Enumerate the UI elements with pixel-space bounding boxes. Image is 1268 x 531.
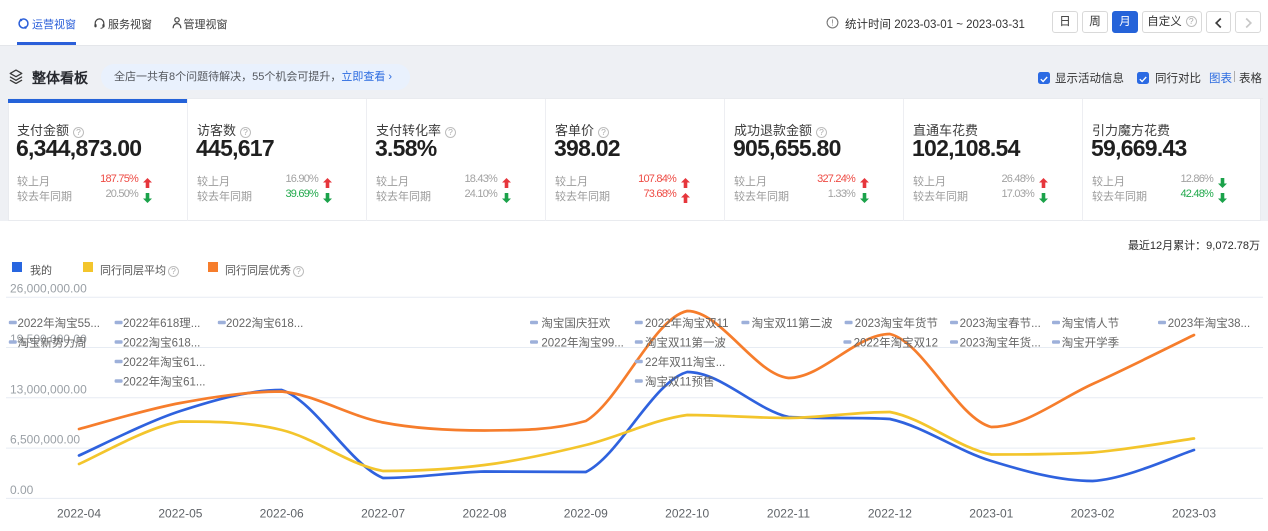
svg-text:2022-06: 2022-06 bbox=[260, 507, 304, 521]
svg-text:2022年淘宝61...: 2022年淘宝61... bbox=[123, 355, 205, 369]
svg-text:淘宝新势力周: 淘宝新势力周 bbox=[18, 336, 87, 350]
svg-text:2023-02: 2023-02 bbox=[1071, 507, 1115, 521]
svg-text:22年双11淘宝...: 22年双11淘宝... bbox=[645, 355, 725, 369]
svg-text:2022-12: 2022-12 bbox=[868, 507, 912, 521]
svg-text:淘宝开学季: 淘宝开学季 bbox=[1062, 336, 1120, 350]
svg-text:13,000,000.00: 13,000,000.00 bbox=[10, 382, 87, 396]
svg-text:2023淘宝年货节: 2023淘宝年货节 bbox=[855, 316, 938, 330]
svg-text:淘宝国庆狂欢: 淘宝国庆狂欢 bbox=[541, 316, 610, 330]
svg-text:2023-01: 2023-01 bbox=[969, 507, 1013, 521]
svg-text:2022年淘宝55...: 2022年淘宝55... bbox=[18, 316, 100, 330]
svg-text:2022淘宝618...: 2022淘宝618... bbox=[123, 336, 200, 350]
svg-text:2022-04: 2022-04 bbox=[57, 507, 101, 521]
svg-text:2022年淘宝99...: 2022年淘宝99... bbox=[541, 336, 623, 350]
svg-text:2022淘宝618...: 2022淘宝618... bbox=[226, 316, 303, 330]
svg-text:2023淘宝春节...: 2023淘宝春节... bbox=[960, 316, 1041, 330]
svg-text:19,500,000.00: 19,500,000.00 bbox=[10, 332, 87, 346]
svg-text:淘宝双11第二波: 淘宝双11第二波 bbox=[752, 316, 833, 330]
svg-text:2022-07: 2022-07 bbox=[361, 507, 405, 521]
svg-text:2023-03: 2023-03 bbox=[1172, 507, 1216, 521]
svg-text:淘宝情人节: 淘宝情人节 bbox=[1062, 316, 1120, 330]
svg-text:2022-11: 2022-11 bbox=[767, 507, 810, 521]
svg-text:2022年淘宝双11: 2022年淘宝双11 bbox=[645, 316, 729, 330]
svg-text:淘宝双11预售: 淘宝双11预售 bbox=[645, 375, 714, 389]
svg-text:2022年618理...: 2022年618理... bbox=[123, 316, 200, 330]
svg-text:!: ! bbox=[831, 18, 833, 28]
svg-text:2022-10: 2022-10 bbox=[665, 507, 709, 521]
svg-text:淘宝双11第一波: 淘宝双11第一波 bbox=[645, 336, 726, 350]
svg-text:2022-08: 2022-08 bbox=[462, 507, 506, 521]
svg-text:2022年淘宝双12: 2022年淘宝双12 bbox=[854, 336, 938, 350]
svg-text:2023淘宝年货...: 2023淘宝年货... bbox=[960, 336, 1041, 350]
svg-text:0.00: 0.00 bbox=[10, 483, 34, 497]
svg-text:2023年淘宝38...: 2023年淘宝38... bbox=[1168, 316, 1250, 330]
svg-text:2022-05: 2022-05 bbox=[158, 507, 202, 521]
svg-text:6,500,000.00: 6,500,000.00 bbox=[10, 433, 80, 447]
svg-text:26,000,000.00: 26,000,000.00 bbox=[10, 282, 87, 296]
svg-text:2022-09: 2022-09 bbox=[564, 507, 608, 521]
svg-text:2022年淘宝61...: 2022年淘宝61... bbox=[123, 375, 205, 389]
